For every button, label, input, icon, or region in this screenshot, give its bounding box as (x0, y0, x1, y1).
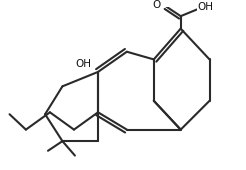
Text: O: O (153, 0, 161, 10)
Text: OH: OH (75, 59, 91, 69)
Text: OH: OH (198, 2, 214, 12)
